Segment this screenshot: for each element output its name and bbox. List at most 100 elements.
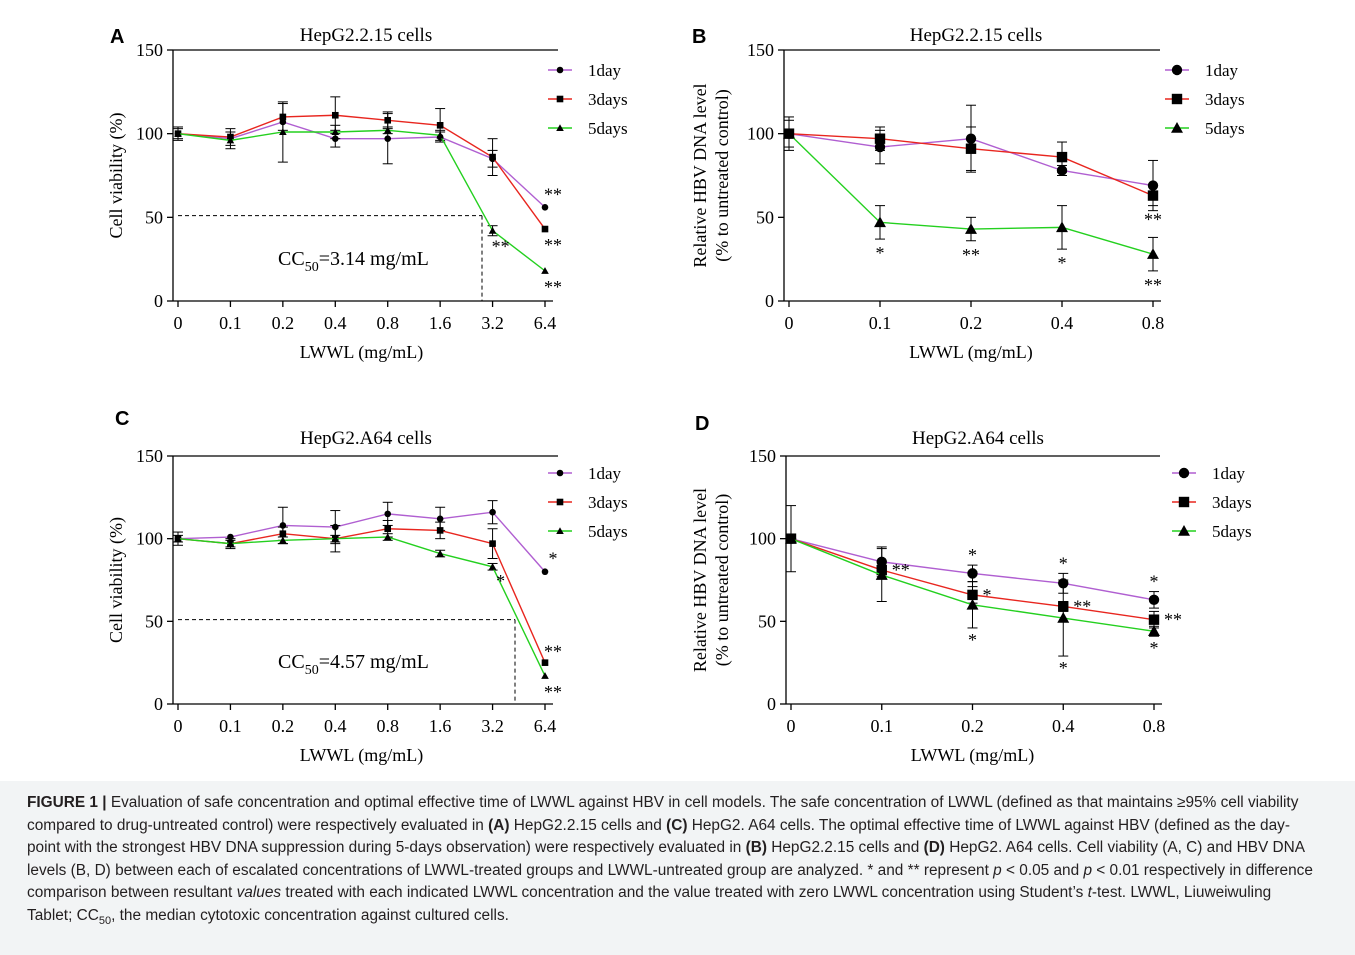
x-axis-label: LWWL (mg/mL) [300, 342, 423, 363]
data-point [488, 562, 497, 570]
panel-a: A HepG2.2.15 cells 0 50 100 150 0 0.1 0.2 0.4 0.8 1… [106, 25, 628, 363]
legend-marker [1171, 64, 1183, 76]
y-tick-label: 100 [747, 124, 774, 144]
significance-label: * [983, 585, 992, 605]
y-axis-label: (% to untreated control) [712, 494, 733, 666]
data-point [783, 127, 795, 139]
y-axis-label: Cell viability (%) [106, 113, 127, 239]
x-axis-label: LWWL (mg/mL) [911, 745, 1034, 766]
x-tick-label: 0.1 [219, 313, 242, 333]
data-point [384, 135, 392, 142]
data-point [488, 226, 497, 234]
data-point [489, 540, 496, 547]
panel-c: C HepG2.A64 cells 0 50 100 150 0 0.1 0.2 0.4 0.8 1.… [106, 408, 628, 766]
data-point [875, 569, 888, 580]
y-tick-label: 100 [749, 529, 776, 549]
data-point [383, 533, 392, 541]
cc50-label-cc: CC [278, 651, 305, 673]
series-1 [783, 119, 1159, 207]
legend-label: 5days [1205, 119, 1245, 138]
data-point [489, 153, 496, 161]
legend-label: 1day [588, 464, 622, 483]
panel-title: HepG2.2.15 cells [910, 25, 1042, 46]
data-point [1148, 625, 1160, 637]
x-tick-label: 0 [174, 716, 183, 736]
legend-marker [556, 95, 564, 103]
y-tick-label: 0 [767, 694, 776, 714]
cc50-label: CC50=4.57 mg/mL [278, 651, 429, 678]
legend-label: 3days [1205, 90, 1245, 109]
y-axis-label: (% to untreated control) [712, 89, 733, 261]
x-tick-label: 0.8 [376, 313, 399, 333]
x-tick-label: 6.4 [534, 716, 557, 736]
x-tick-label: 0.2 [960, 313, 983, 333]
x-tick-label: 0 [174, 313, 183, 333]
data-point [1148, 614, 1160, 625]
significance-label: * [496, 571, 505, 591]
significance-label: * [1059, 553, 1068, 573]
x-tick-label: 0 [787, 716, 796, 736]
data-point [1057, 612, 1070, 623]
cc50-label-sub: 50 [305, 663, 319, 678]
panel-letter: B [692, 26, 706, 48]
cc50-label: CC50=3.14 mg/mL [278, 248, 429, 275]
panel-letter: D [695, 413, 709, 435]
legend-marker [1178, 467, 1190, 479]
data-point [436, 549, 444, 557]
legend-marker [1178, 525, 1190, 536]
series-2 [785, 532, 1160, 657]
x-tick-label: 0.1 [871, 716, 894, 736]
legend-marker [556, 124, 564, 132]
data-point [541, 225, 549, 233]
significance-label: ** [492, 237, 510, 257]
y-tick-label: 50 [758, 611, 776, 631]
x-tick-label: 0.4 [1052, 716, 1075, 736]
y-tick-label: 50 [145, 611, 163, 631]
x-tick-label: 0.2 [272, 716, 295, 736]
legend-marker [556, 469, 564, 477]
significance-label: ** [1164, 610, 1182, 630]
data-point [966, 598, 979, 610]
panel-title: HepG2.2.15 cells [300, 25, 432, 46]
legend-label: 1day [588, 61, 622, 80]
significance-label: * [876, 243, 885, 263]
data-point [967, 568, 978, 579]
panel-letter: C [115, 408, 129, 430]
x-tick-label: 0.8 [376, 716, 399, 736]
x-tick-label: 0.4 [324, 716, 347, 736]
series-line [177, 121, 546, 208]
x-axis-label: LWWL (mg/mL) [909, 342, 1032, 363]
cc50-label-cc: CC [278, 248, 305, 270]
data-point [1147, 190, 1159, 201]
legend-label: 3days [588, 90, 628, 109]
data-point [1148, 594, 1160, 606]
panel-letter: A [110, 26, 124, 48]
figure-caption: FIGURE 1 | Evaluation of safe concentrat… [0, 781, 1355, 955]
panel-title: HepG2.A64 cells [300, 428, 432, 449]
data-point [541, 672, 549, 679]
caption-figure-label: FIGURE 1 | [27, 794, 107, 811]
data-point [436, 131, 444, 139]
x-tick-label: 0.1 [869, 313, 892, 333]
legend-label: 5days [588, 522, 628, 541]
series-line [177, 536, 546, 677]
series-2 [173, 101, 549, 274]
data-point [541, 659, 549, 666]
significance-label: ** [544, 277, 562, 297]
legend-label: 5days [588, 119, 628, 138]
data-point [331, 128, 340, 136]
x-tick-label: 0.8 [1143, 716, 1166, 736]
y-tick-label: 100 [136, 124, 163, 144]
significance-label: ** [892, 560, 910, 580]
data-point [1056, 151, 1068, 163]
legend-label: 1day [1212, 464, 1246, 483]
x-tick-label: 0.8 [1142, 313, 1165, 333]
data-point [279, 536, 287, 544]
caption-text: FIGURE 1 | Evaluation of safe concentrat… [27, 794, 1313, 927]
series-line [177, 129, 546, 272]
data-point [1147, 248, 1159, 259]
x-tick-label: 0 [785, 313, 794, 333]
data-point [541, 203, 549, 211]
significance-label: * [1150, 572, 1159, 592]
data-point [436, 515, 444, 523]
